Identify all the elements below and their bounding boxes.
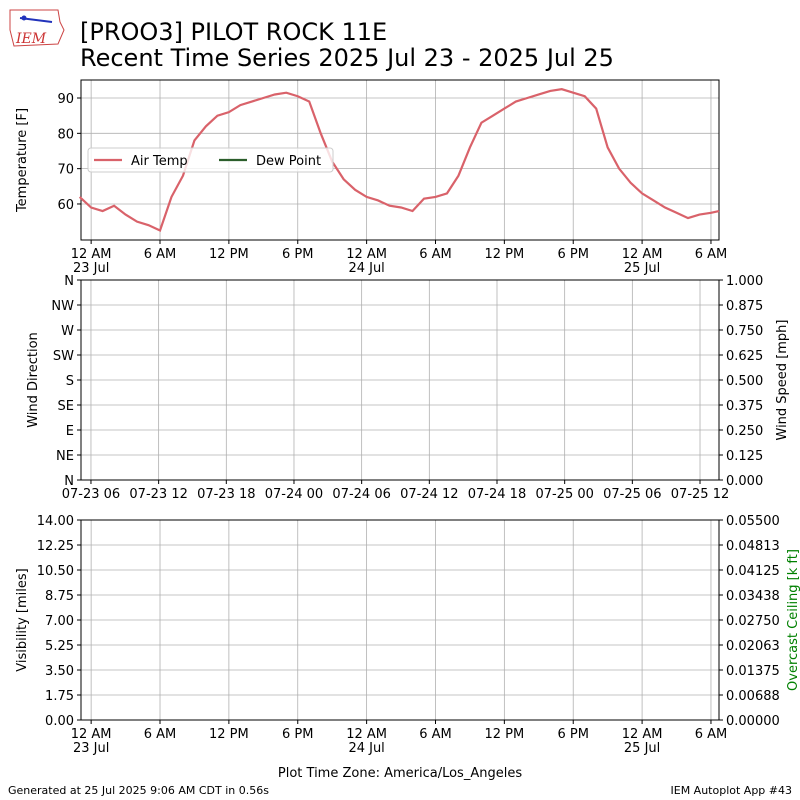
y-tick-label: 60 <box>57 198 74 213</box>
footer-right: IEM Autoplot App #43 <box>671 784 793 797</box>
y-tick-label: 80 <box>57 127 74 142</box>
legend-box <box>87 147 334 173</box>
y-tick-label: E <box>66 424 74 439</box>
plot-frame <box>80 279 720 481</box>
x-tick-label: 07-23 12 <box>129 487 187 502</box>
panel: 07-23 06 07-23 12 07-23 18 07-24 00 07-24 06… <box>26 274 790 502</box>
legend: Air Temp Dew Point <box>87 147 334 173</box>
x-tick-label: 12 AM 25 Jul <box>622 247 663 276</box>
panel: 12 AM 23 Jul 6 AM 12 PM 6 PM 12 AM 24 Jul 6 AM 1… <box>15 79 728 276</box>
y2-tick-label: 0.02063 <box>726 639 780 654</box>
x-tick-label: 07-23 06 <box>62 487 120 502</box>
x-tick-label: 07-25 06 <box>603 487 661 502</box>
x-tick-label: 6 AM <box>419 727 452 742</box>
x-tick-label: 12 PM <box>484 247 524 262</box>
y-axis-label: Temperature [F] <box>15 108 30 213</box>
logo-text: IEM <box>15 31 47 47</box>
logo-dot <box>21 15 27 21</box>
x-tick-label: 6 AM <box>419 247 452 262</box>
x-tick-label: 6 PM <box>557 727 588 742</box>
y-tick-label: 10.50 <box>37 564 74 579</box>
y2-tick-label: 0.00688 <box>726 689 780 704</box>
y2-tick-label: 1.000 <box>726 274 763 289</box>
y2-tick-label: 0.01375 <box>726 664 780 679</box>
x-tick-label: 07-24 18 <box>468 487 526 502</box>
y-tick-label: NE <box>56 449 74 464</box>
y-tick-label: 8.75 <box>45 589 74 604</box>
x-tick-label: 07-25 00 <box>535 487 593 502</box>
x-tick-label: 12 AM 25 Jul <box>622 727 663 756</box>
y-tick-label: SW <box>53 349 74 364</box>
legend-label: Dew Point <box>256 154 321 169</box>
x-tick-label: 07-24 06 <box>332 487 390 502</box>
x-tick-label: 12 PM <box>209 727 249 742</box>
y2-tick-label: 0.750 <box>726 324 763 339</box>
x-tick-label: 12 AM 24 Jul <box>346 727 387 756</box>
y-tick-label: 0.00 <box>45 714 74 729</box>
y2-tick-label: 0.03438 <box>726 589 780 604</box>
y-axis-label: Wind Direction <box>26 332 41 428</box>
y-axis-label: Visibility [miles] <box>15 568 30 671</box>
y2-tick-label: 0.04813 <box>726 539 780 554</box>
x-tick-label: 6 AM <box>144 727 177 742</box>
x-tick-label: 12 AM 24 Jul <box>346 247 387 276</box>
y2-tick-label: 0.04125 <box>726 564 780 579</box>
plot-frame <box>80 519 720 721</box>
x-tick-label: 12 AM 23 Jul <box>71 247 112 276</box>
y-tick-label: 14.00 <box>37 514 74 529</box>
x-tick-label: 6 PM <box>557 247 588 262</box>
y-tick-label: 7.00 <box>45 614 74 629</box>
y2-tick-label: 0.125 <box>726 449 763 464</box>
y-tick-label: 5.25 <box>45 639 74 654</box>
y2-tick-label: 0.000 <box>726 474 763 489</box>
y2-tick-label: 0.500 <box>726 374 763 389</box>
x-tick-label: 07-24 00 <box>265 487 323 502</box>
y-tick-label: NW <box>51 299 74 314</box>
x-tick-label: 07-25 12 <box>671 487 729 502</box>
y2-axis-label: Wind Speed [mph] <box>775 320 790 441</box>
x-tick-label: 12 AM 23 Jul <box>71 727 112 756</box>
legend-label: Air Temp <box>131 154 188 169</box>
y-tick-label: 70 <box>57 163 74 178</box>
subtitle: Recent Time Series 2025 Jul 23 - 2025 Ju… <box>80 44 614 72</box>
x-axis-label: Plot Time Zone: America/Los_Angeles <box>278 766 522 781</box>
y-tick-label: 3.50 <box>45 664 74 679</box>
x-tick-label: 12 PM <box>484 727 524 742</box>
panel: 12 AM 23 Jul 6 AM 12 PM 6 PM 12 AM 24 Jul 6 AM 1… <box>15 514 800 781</box>
x-tick-label: 6 AM <box>144 247 177 262</box>
y2-axis-label: Overcast Ceiling [k ft] <box>786 549 800 691</box>
x-tick-label: 07-23 18 <box>197 487 255 502</box>
y-tick-label: SE <box>58 399 74 414</box>
y-tick-label: W <box>61 324 74 339</box>
y2-tick-label: 0.00000 <box>726 714 780 729</box>
x-tick-label: 6 AM <box>695 727 728 742</box>
y2-tick-label: 0.02750 <box>726 614 780 629</box>
y-tick-label: N <box>64 474 74 489</box>
title: [PROO3] PILOT ROCK 11E <box>80 18 387 46</box>
x-tick-label: 6 AM <box>695 247 728 262</box>
y-tick-label: 1.75 <box>45 689 74 704</box>
y-tick-label: 90 <box>57 92 74 107</box>
x-tick-label: 07-24 12 <box>400 487 458 502</box>
y-tick-label: N <box>64 274 74 289</box>
y-tick-label: 12.25 <box>37 539 74 554</box>
y2-tick-label: 0.375 <box>726 399 763 414</box>
footer-left: Generated at 25 Jul 2025 9:06 AM CDT in … <box>8 784 269 797</box>
y-tick-label: S <box>66 374 74 389</box>
logo: IEM <box>9 9 65 47</box>
x-tick-label: 6 PM <box>282 727 313 742</box>
plot-frame <box>80 79 720 241</box>
y2-tick-label: 0.625 <box>726 349 763 364</box>
y2-tick-label: 0.250 <box>726 424 763 439</box>
y2-tick-label: 0.875 <box>726 299 763 314</box>
y2-tick-label: 0.05500 <box>726 514 780 529</box>
x-tick-label: 12 PM <box>209 247 249 262</box>
x-tick-label: 6 PM <box>282 247 313 262</box>
